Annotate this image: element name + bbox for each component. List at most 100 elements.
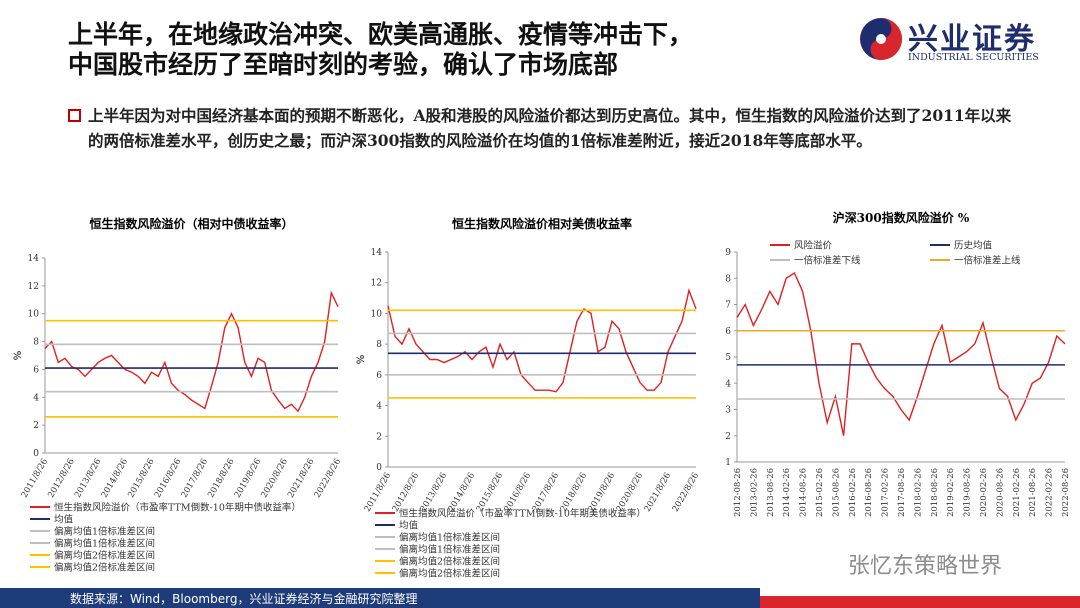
y-tick-label: 12	[371, 279, 382, 289]
x-tick-label: 2022/8/26	[671, 471, 701, 514]
y-tick-label: 8	[376, 340, 382, 350]
x-tick-label: 2019-08-26	[963, 468, 973, 517]
charts: 恒生指数风险溢价（相对中债收益率）02468101214%2011/8/2620…	[13, 210, 1071, 580]
legend-label: 偏离均值1倍标准差区间	[54, 538, 155, 550]
y-tick-label: 6	[376, 371, 382, 381]
y-tick-label: 4	[376, 402, 382, 412]
x-tick-label: 2022-08-26	[1061, 468, 1071, 517]
y-tick-label: 12	[28, 282, 39, 292]
y-tick-label: 1	[725, 458, 731, 468]
y-axis-label: %	[356, 355, 367, 365]
chart-title: 沪深300指数风险溢价 %	[833, 210, 970, 225]
header-title: 上半年，在地缘政治冲突、欧美高通胀、疫情等冲击下， 中国股市经历了至暗时刻的考验…	[68, 20, 693, 80]
legend-label: 历史均值	[954, 240, 993, 252]
legend-label: 恒生指数风险溢价（市盈率TTM倒数-10年期中债收益率）	[54, 502, 301, 514]
logo-text: 兴业证券	[908, 22, 1036, 57]
y-tick-label: 2	[33, 421, 39, 431]
footer-bar: 数据来源：Wind，Bloomberg，兴业证券经济与金融研究院整理	[0, 588, 760, 608]
x-tick-label: 2012/8/26	[46, 457, 76, 500]
x-tick-label: 2012/8/26	[391, 471, 421, 514]
y-tick-label: 3	[725, 406, 731, 416]
x-tick-label: 2016-08-26	[864, 468, 874, 517]
line-series	[736, 271, 1066, 436]
x-tick-label: 2013-02-26	[749, 468, 759, 517]
legend-label: 偏离均值1倍标准差区间	[54, 526, 155, 538]
y-tick-label: 4	[725, 379, 731, 389]
x-tick-label: 2022-02-26	[1045, 468, 1055, 517]
chart-title: 恒生指数风险溢价（相对中债收益率）	[89, 216, 293, 231]
y-tick-label: 2	[376, 432, 382, 442]
legend-label: 偏离均值2倍标准差区间	[54, 562, 155, 574]
y-tick-label: 0	[376, 463, 382, 473]
x-tick-label: 2015/8/26	[475, 471, 505, 514]
x-tick-label: 2018-08-26	[930, 468, 940, 517]
x-tick-label: 2011/8/26	[363, 471, 393, 514]
footer-stripe	[760, 596, 1080, 608]
x-tick-label: 2014/8/26	[100, 457, 130, 500]
watermark: 张忆东策略世界	[848, 554, 1003, 579]
chart-title: 恒生指数风险溢价相对美债收益率	[452, 216, 632, 231]
x-tick-label: 2020-08-26	[995, 468, 1005, 517]
y-tick-label: 0	[33, 449, 39, 459]
bullet-text: 上半年因为对中国经济基本面的预期不断恶化，A股和港股的风险溢价都达到历史高位。其…	[88, 106, 1012, 150]
x-tick-label: 2013/8/26	[419, 471, 449, 514]
legend-label: 均值	[54, 514, 74, 526]
legend-label: 一倍标准差上线	[954, 255, 1021, 267]
x-tick-label: 2014/8/26	[447, 471, 477, 514]
x-tick-label: 2022/8/26	[313, 457, 343, 500]
y-tick-label: 14	[28, 254, 40, 264]
legend-label: 风险溢价	[794, 240, 833, 252]
y-tick-label: 8	[725, 274, 731, 284]
legend-label: 偏离均值2倍标准差区间	[399, 568, 500, 580]
x-tick-label: 2019-02-26	[946, 468, 956, 517]
logo-subtext: INDUSTRIAL SECURITIES	[908, 52, 1039, 63]
x-tick-label: 2015-08-26	[831, 468, 841, 517]
x-tick-label: 2013/8/26	[73, 457, 103, 500]
legend-label: 偏离均值1倍标准差区间	[399, 544, 500, 556]
x-tick-label: 2017-02-26	[881, 468, 891, 517]
y-axis-label: %	[13, 351, 24, 361]
line-series	[44, 290, 339, 413]
y-tick-label: 8	[33, 338, 39, 348]
logo-mark	[860, 18, 902, 60]
y-tick-label: 2	[725, 432, 731, 442]
y-tick-label: 7	[725, 301, 731, 311]
x-tick-label: 2019/8/26	[587, 471, 617, 514]
x-tick-label: 2020/8/26	[259, 457, 289, 500]
x-tick-label: 2019/8/26	[233, 457, 263, 500]
x-tick-label: 2021-08-26	[1028, 468, 1038, 517]
x-tick-label: 2016-02-26	[848, 468, 858, 517]
title-line: 上半年，在地缘政治冲突、欧美高通胀、疫情等冲击下，	[68, 20, 694, 49]
x-tick-label: 2021/8/26	[643, 471, 673, 514]
legend-label: 偏离均值2倍标准差区间	[54, 550, 155, 562]
x-tick-label: 2018/8/26	[206, 457, 236, 500]
y-tick-label: 4	[33, 393, 39, 403]
x-tick-label: 2017/8/26	[531, 471, 561, 514]
x-tick-label: 2021/8/26	[286, 457, 316, 500]
x-tick-label: 2016/8/26	[503, 471, 533, 514]
x-tick-label: 2021-02-26	[1012, 468, 1022, 517]
title-line: 中国股市经历了至暗时刻的考验，确认了市场底部	[68, 50, 619, 79]
x-tick-label: 2013-08-26	[766, 468, 776, 517]
x-tick-label: 2017/8/26	[180, 457, 210, 500]
y-tick-label: 14	[371, 248, 383, 258]
x-tick-label: 2014-08-26	[799, 468, 809, 517]
x-tick-label: 2018-02-26	[913, 468, 923, 517]
x-tick-label: 2017-08-26	[897, 468, 907, 517]
x-tick-label: 2016/8/26	[153, 457, 183, 500]
x-tick-label: 2020-02-26	[979, 468, 989, 517]
y-tick-label: 6	[725, 327, 731, 337]
y-tick-label: 5	[725, 353, 731, 363]
x-tick-label: 2015/8/26	[126, 457, 156, 500]
y-tick-label: 6	[33, 365, 39, 375]
x-tick-label: 2014-02-26	[782, 468, 792, 517]
x-tick-label: 2015-02-26	[815, 468, 825, 517]
x-tick-label: 2011/8/26	[20, 457, 50, 500]
x-tick-label: 2020/8/26	[615, 471, 645, 514]
footer-text: 数据来源：Wind，Bloomberg，兴业证券经济与金融研究院整理	[70, 592, 418, 606]
y-tick-label: 10	[28, 310, 40, 320]
line-series	[387, 287, 697, 393]
bullet-icon	[68, 109, 81, 122]
legend-label: 恒生指数风险溢价（市盈率TTM倒数-10年期美债收益率）	[399, 508, 646, 520]
